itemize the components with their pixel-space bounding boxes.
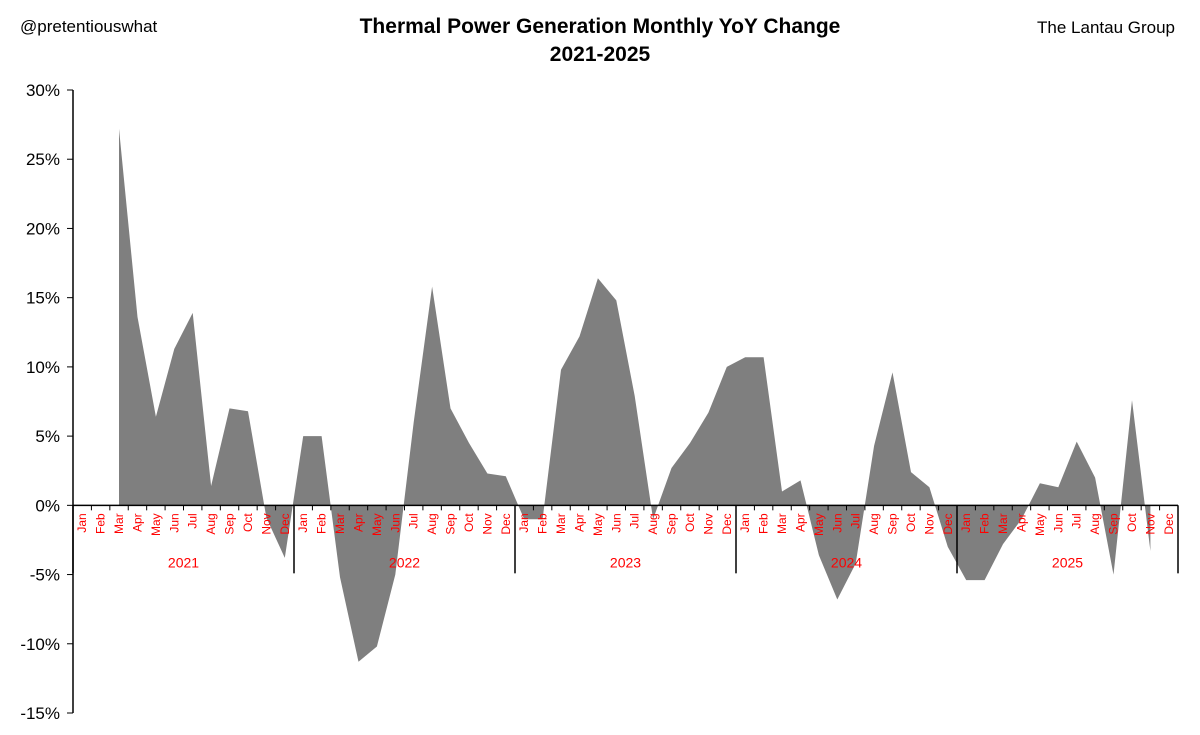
month-tick-label: Mar — [996, 513, 1010, 534]
area-layer — [118, 128, 1151, 662]
month-tick-label: Sep — [223, 513, 237, 535]
month-tick-label: Jan — [296, 513, 310, 532]
month-tick-label: Nov — [259, 513, 273, 534]
month-tick-label: Oct — [1125, 513, 1139, 532]
month-tick-label: Dec — [278, 513, 292, 534]
y-tick-label: 10% — [26, 358, 60, 377]
month-tick-label: Jun — [609, 513, 623, 532]
month-tick-label: Dec — [1162, 513, 1176, 534]
year-tick-label: 2024 — [831, 554, 862, 570]
y-tick-label: 20% — [26, 219, 60, 238]
month-tick-label: Apr — [794, 513, 808, 532]
yoy-area — [119, 128, 1151, 662]
month-tick-label: Jan — [959, 513, 973, 532]
y-tick-label: 5% — [35, 427, 60, 446]
month-tick-label: Jul — [628, 513, 642, 528]
y-tick-label: 15% — [26, 289, 60, 308]
month-tick-label: Mar — [112, 513, 126, 534]
month-tick-label: Jul — [186, 513, 200, 528]
month-tick-label: Oct — [241, 513, 255, 532]
year-tick-label: 2025 — [1052, 554, 1083, 570]
month-tick-label: Mar — [554, 513, 568, 534]
month-tick-label: May — [1033, 513, 1047, 536]
year-tick-label: 2022 — [389, 554, 420, 570]
month-tick-label: Sep — [886, 513, 900, 535]
month-tick-label: Apr — [131, 513, 145, 532]
month-tick-label: Feb — [757, 513, 771, 534]
month-tick-label: Aug — [204, 513, 218, 534]
month-tick-label: Feb — [536, 513, 550, 534]
y-tick-label: 0% — [35, 496, 60, 515]
month-tick-label: Oct — [683, 513, 697, 532]
month-tick-label: Jul — [1070, 513, 1084, 528]
month-tick-label: Jun — [1051, 513, 1065, 532]
month-tick-label: Apr — [573, 513, 587, 532]
chart-title: Thermal Power Generation Monthly YoY Cha… — [0, 13, 1200, 69]
author-handle: @pretentiouswhat — [20, 17, 158, 36]
month-tick-label: Apr — [1015, 513, 1029, 532]
month-tick-label: Jul — [407, 513, 421, 528]
month-tick-label: Aug — [425, 513, 439, 534]
y-tick-label: 30% — [26, 81, 60, 100]
month-tick-label: Jan — [75, 513, 89, 532]
label-layer: 30% 25% 20% 15% 10% 5% 0% -5% -10% -15% Jan Feb Mar A… — [20, 81, 1176, 723]
month-tick-label: Aug — [867, 513, 881, 534]
month-tick-label: Jul — [849, 513, 863, 528]
month-tick-label: May — [591, 513, 605, 536]
month-tick-label: Feb — [94, 513, 108, 534]
month-tick-label: Aug — [646, 513, 660, 534]
month-tick-label: Mar — [333, 513, 347, 534]
month-tick-label: Jun — [167, 513, 181, 532]
y-tick-label: -15% — [20, 704, 60, 723]
month-tick-label: Jun — [388, 513, 402, 532]
axis-layer — [67, 89, 1179, 714]
month-tick-label: Sep — [665, 513, 679, 535]
month-tick-label: Jan — [517, 513, 531, 532]
month-tick-label: Aug — [1088, 513, 1102, 534]
month-tick-label: Oct — [462, 513, 476, 532]
y-tick-label: -10% — [20, 635, 60, 654]
month-tick-label: Nov — [1143, 513, 1157, 534]
month-tick-label: Dec — [941, 513, 955, 534]
month-tick-label: Jan — [738, 513, 752, 532]
year-tick-label: 2021 — [168, 554, 199, 570]
chart-title-line1: Thermal Power Generation Monthly YoY Cha… — [359, 15, 841, 38]
chart-title-line2: 2021-2025 — [549, 43, 651, 66]
month-tick-label: Nov — [922, 513, 936, 534]
month-tick-label: Feb — [315, 513, 329, 534]
month-tick-label: Jun — [830, 513, 844, 532]
month-tick-label: Nov — [701, 513, 715, 534]
month-tick-label: Sep — [444, 513, 458, 535]
y-tick-label: 25% — [26, 150, 60, 169]
month-tick-label: May — [149, 513, 163, 536]
month-tick-label: Feb — [978, 513, 992, 534]
month-tick-label: Oct — [904, 513, 918, 532]
month-tick-label: Mar — [775, 513, 789, 534]
month-tick-label: May — [812, 513, 826, 536]
month-tick-label: May — [370, 513, 384, 536]
month-tick-label: Dec — [720, 513, 734, 534]
year-tick-label: 2023 — [610, 554, 641, 570]
month-tick-label: Dec — [499, 513, 513, 534]
month-tick-label: Apr — [352, 513, 366, 532]
source-label: The Lantau Group — [1037, 18, 1175, 37]
y-tick-label: -5% — [30, 566, 60, 585]
month-tick-label: Nov — [480, 513, 494, 534]
month-tick-label: Sep — [1107, 513, 1121, 535]
